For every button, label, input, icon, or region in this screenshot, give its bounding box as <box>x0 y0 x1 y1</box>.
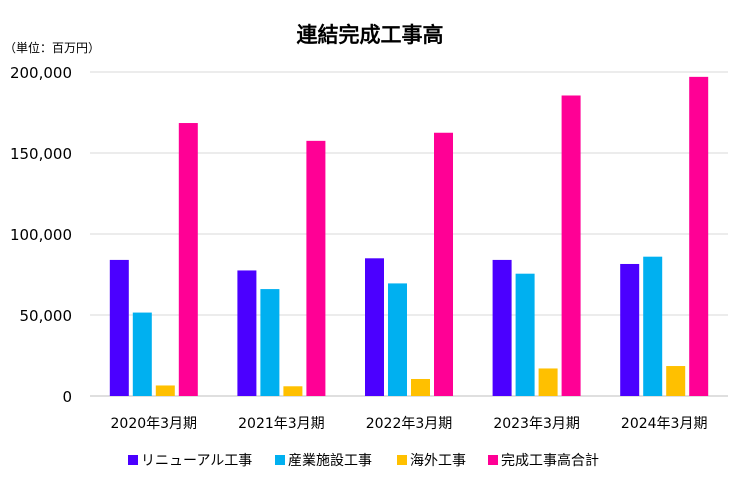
legend-label: リニューアル工事 <box>141 453 252 469</box>
bar <box>411 378 430 396</box>
bar <box>388 283 407 396</box>
bar <box>538 368 558 396</box>
bar <box>620 263 640 396</box>
bar <box>109 259 129 396</box>
bar <box>260 289 280 396</box>
chart-title: 連結完成工事高 <box>297 23 444 47</box>
legend-swatch <box>128 455 138 465</box>
x-axis-ticks: 2020年3月期 2021年3月期 2022年3月期 2023年3月期 2024年3月期 <box>111 416 708 432</box>
unit-label: （単位：百万円） <box>4 40 100 55</box>
x-tick-label: 2020年3月期 <box>111 416 198 432</box>
bar <box>132 312 152 396</box>
bars <box>109 76 709 397</box>
x-tick-label: 2023年3月期 <box>493 416 580 432</box>
bar <box>306 140 326 396</box>
bar <box>155 385 175 396</box>
bar <box>689 76 709 397</box>
bar <box>561 95 581 397</box>
bar <box>178 123 198 396</box>
y-tick-label: 150,000 <box>10 145 72 163</box>
bar <box>492 259 512 396</box>
y-axis-ticks: 0 50,000 100,000 150,000 200,000 <box>10 64 72 406</box>
y-tick-label: 50,000 <box>20 307 73 325</box>
legend-swatch <box>397 455 407 465</box>
y-tick-label: 0 <box>62 388 72 406</box>
legend-swatch <box>275 455 285 465</box>
legend: リニューアル工事 産業施設工事 海外工事 完成工事高合計 <box>128 452 599 469</box>
bar <box>434 132 453 396</box>
bar <box>666 366 686 396</box>
bar <box>283 386 303 396</box>
legend-swatch <box>488 455 498 465</box>
legend-label: 産業施設工事 <box>288 453 372 469</box>
bar <box>515 273 535 396</box>
x-tick-label: 2022年3月期 <box>366 416 453 432</box>
bar <box>237 270 257 396</box>
y-tick-label: 100,000 <box>10 226 72 244</box>
y-tick-label: 200,000 <box>10 64 72 82</box>
legend-label: 海外工事 <box>410 453 466 469</box>
legend-label: 完成工事高合計 <box>501 452 599 469</box>
bar <box>643 256 663 396</box>
bar <box>365 258 384 396</box>
x-tick-label: 2024年3月期 <box>621 416 708 432</box>
x-tick-label: 2021年3月期 <box>238 416 325 432</box>
